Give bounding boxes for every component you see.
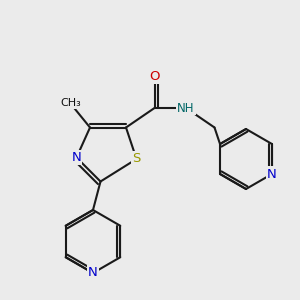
Text: CH₃: CH₃	[60, 98, 81, 109]
Text: N: N	[72, 151, 81, 164]
Text: N: N	[267, 167, 277, 181]
Text: N: N	[88, 266, 98, 280]
Text: O: O	[149, 70, 160, 83]
Text: NH: NH	[177, 101, 195, 115]
Text: S: S	[132, 152, 141, 166]
